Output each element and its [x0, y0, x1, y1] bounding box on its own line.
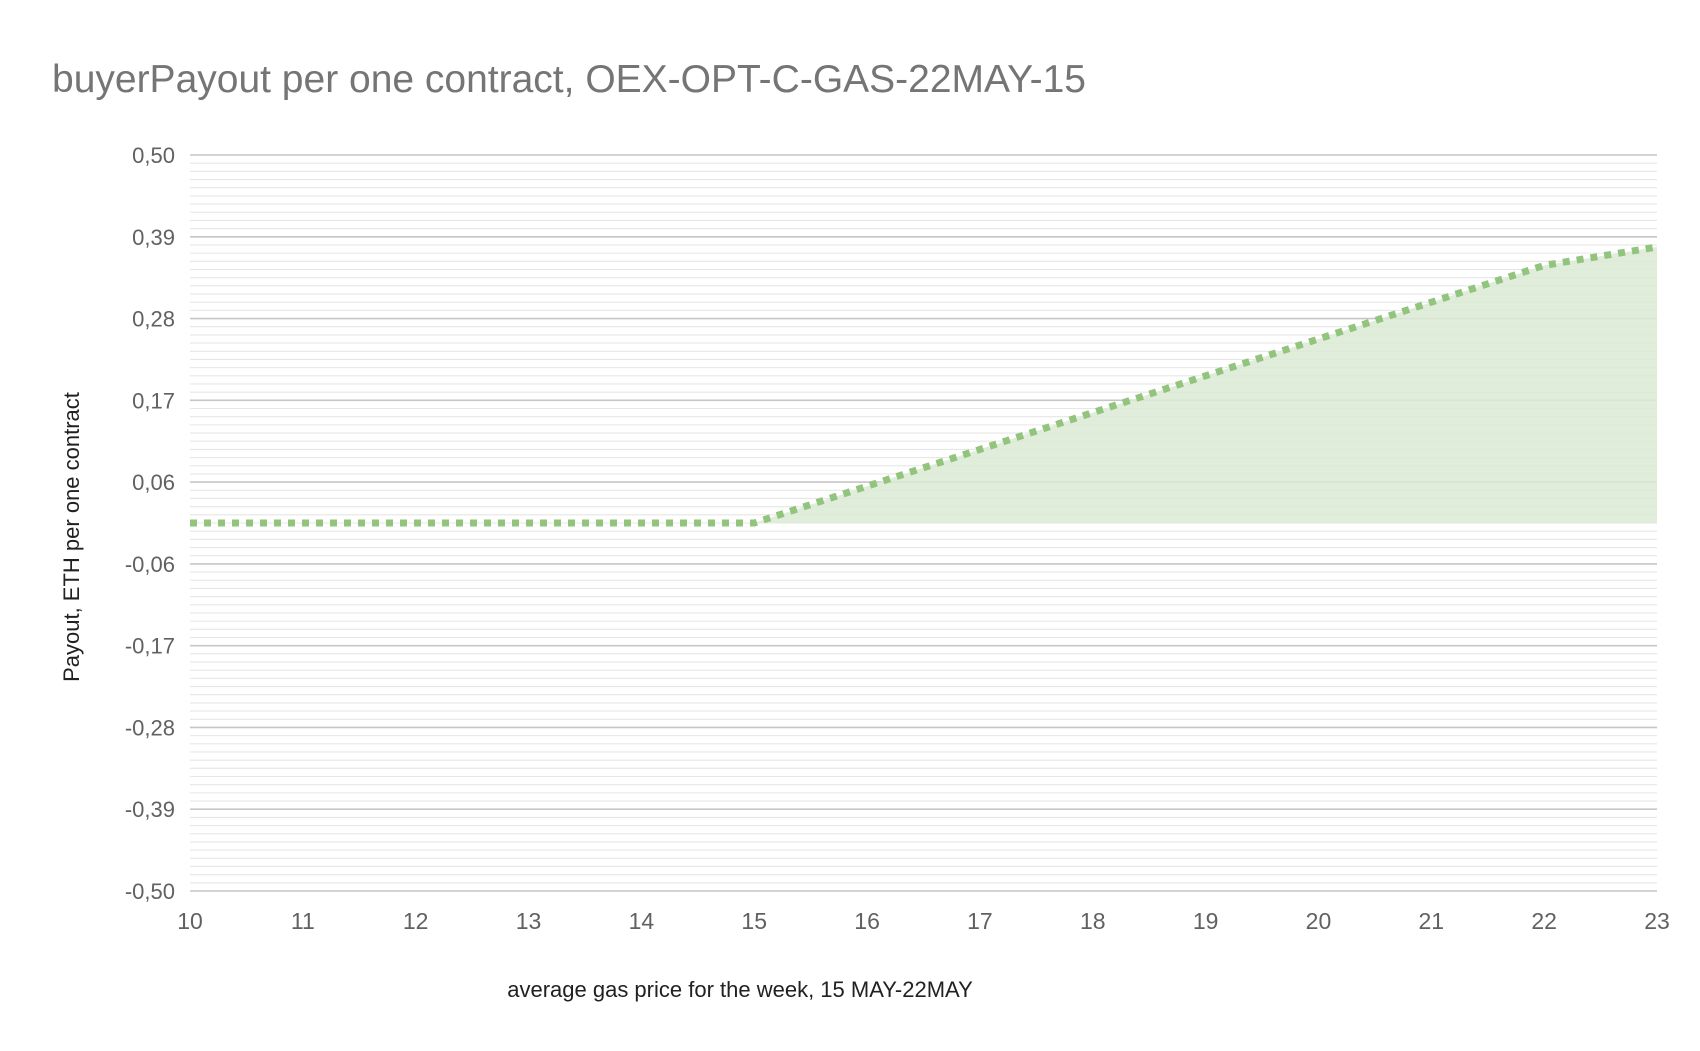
x-tick-label: 20 [1306, 908, 1332, 934]
y-tick-label: -0,28 [125, 715, 175, 740]
data-point [190, 523, 191, 524]
y-axis-label: Payout, ETH per one contract [59, 392, 84, 682]
data-point [1205, 375, 1206, 376]
y-tick-label: 0,28 [132, 307, 175, 332]
y-tick-label: -0,39 [125, 797, 175, 822]
x-tick-label: 10 [177, 908, 203, 934]
x-tick-label: 12 [403, 908, 429, 934]
data-point [1318, 339, 1319, 340]
data-point [1544, 265, 1545, 266]
chart-title: buyerPayout per one contract, OEX-OPT-C-… [52, 58, 1086, 101]
data-point [415, 523, 416, 524]
y-tick-label: 0,50 [132, 143, 175, 168]
x-tick-label: 17 [967, 908, 993, 934]
data-point [641, 523, 642, 524]
y-axis-ticks: 0,50 0,39 0,28 0,17 0,06 -0,06 -0,17 -0,28 -0,39… [125, 143, 175, 904]
x-tick-label: 23 [1644, 908, 1670, 934]
y-tick-label: 0,06 [132, 470, 175, 495]
y-tick-label: 0,39 [132, 225, 175, 250]
data-point [1657, 247, 1658, 248]
data-point [979, 449, 980, 450]
x-tick-label: 15 [741, 908, 767, 934]
x-tick-label: 19 [1193, 908, 1219, 934]
data-point [867, 486, 868, 487]
x-tick-label: 16 [854, 908, 880, 934]
y-tick-label: 0,17 [132, 388, 175, 413]
y-tick-label: -0,50 [125, 879, 175, 904]
x-tick-label: 18 [1080, 908, 1106, 934]
x-tick-label: 22 [1531, 908, 1557, 934]
data-point [302, 523, 303, 524]
payout-line [190, 243, 1658, 527]
payout-area [190, 247, 1657, 523]
x-tick-label: 13 [516, 908, 542, 934]
payout-area-fill [190, 247, 1657, 523]
x-tick-label: 11 [291, 908, 315, 934]
y-tick-label: -0,17 [125, 634, 175, 659]
x-axis-label: average gas price for the week, 15 MAY-2… [507, 977, 973, 1002]
data-point [1431, 302, 1432, 303]
x-tick-label: 21 [1419, 908, 1445, 934]
payout-series [190, 243, 1658, 527]
x-tick-label: 14 [629, 908, 655, 934]
data-point [1092, 412, 1093, 413]
data-point [528, 523, 529, 524]
data-point [754, 523, 755, 524]
x-axis-ticks: 10 11 12 13 14 15 16 17 18 19 20 21 22 23 [177, 908, 1670, 934]
y-tick-label: -0,06 [125, 552, 175, 577]
